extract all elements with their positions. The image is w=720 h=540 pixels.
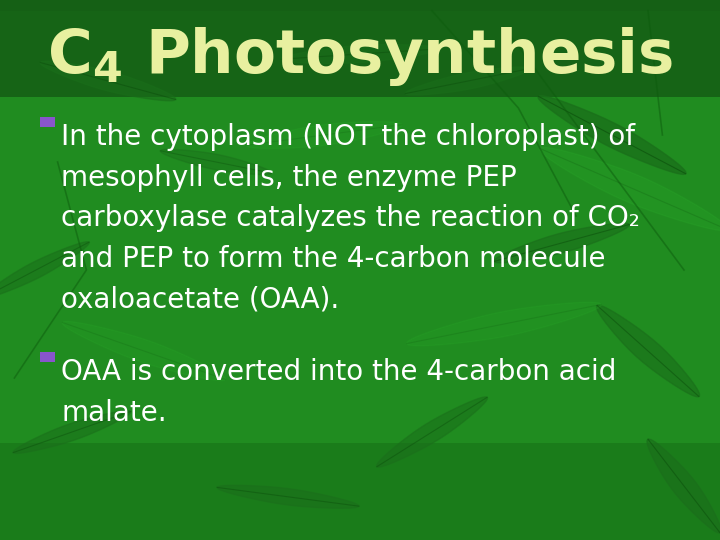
Polygon shape [596,305,700,397]
Polygon shape [63,321,225,381]
Bar [0,0,720,97]
Text: mesophyll cells, the enzyme PEP: mesophyll cells, the enzyme PEP [61,164,517,192]
Polygon shape [246,122,402,148]
Text: and PEP to form the 4-carbon molecule: and PEP to form the 4-carbon molecule [61,245,606,273]
Polygon shape [540,147,720,231]
Text: $\mathbf{C_4}$ Photosynthesis: $\mathbf{C_4}$ Photosynthesis [47,25,673,88]
Text: OAA is converted into the 4-carbon acid: OAA is converted into the 4-carbon acid [61,358,616,386]
Polygon shape [407,302,601,346]
Polygon shape [0,242,89,298]
Text: oxaloacetate (OAA).: oxaloacetate (OAA). [61,285,339,313]
Polygon shape [40,61,176,101]
Polygon shape [405,67,531,95]
Bar [0,11,720,97]
Bar [0,443,720,540]
Polygon shape [494,223,629,263]
FancyBboxPatch shape [40,352,55,362]
Polygon shape [647,439,720,533]
Polygon shape [13,410,131,454]
Polygon shape [282,44,439,64]
Text: malate.: malate. [61,399,167,427]
Polygon shape [217,485,359,508]
FancyBboxPatch shape [40,117,55,127]
Polygon shape [538,96,686,174]
Polygon shape [161,150,271,174]
Text: In the cytoplasm (NOT the chloroplast) of: In the cytoplasm (NOT the chloroplast) o… [61,123,635,151]
Text: carboxylase catalyzes the reaction of CO₂: carboxylase catalyzes the reaction of CO… [61,204,640,232]
Polygon shape [377,397,487,467]
